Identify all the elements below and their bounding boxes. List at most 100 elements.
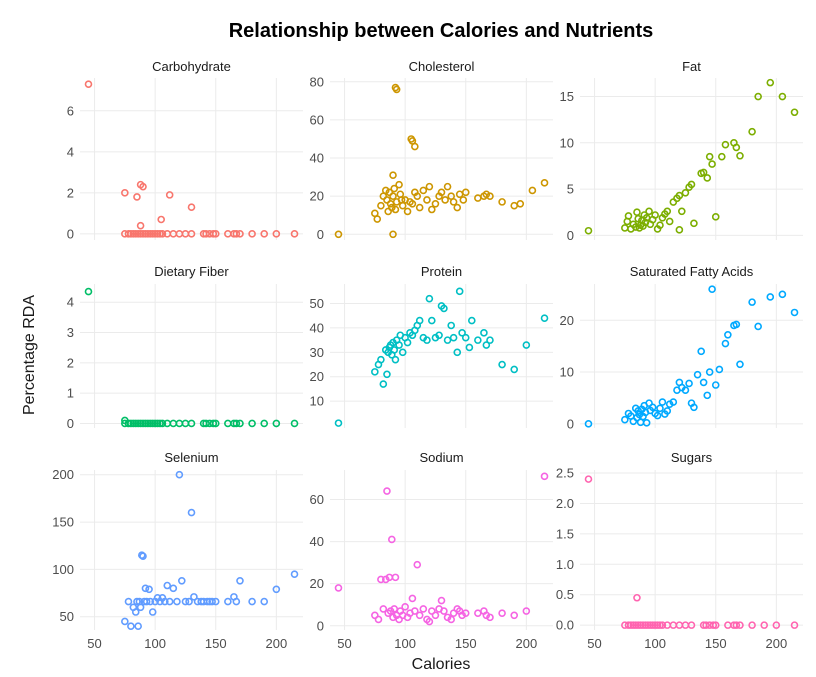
y-tick-label: 3 bbox=[67, 325, 74, 340]
data-point bbox=[629, 621, 638, 629]
data-point bbox=[187, 203, 196, 211]
data-point bbox=[703, 391, 712, 400]
data-point bbox=[453, 203, 462, 212]
data-point bbox=[459, 196, 468, 204]
data-point bbox=[248, 230, 256, 238]
y-tick-label: 15 bbox=[560, 89, 574, 104]
data-point bbox=[634, 407, 642, 415]
data-point bbox=[144, 230, 152, 238]
y-tick-label: 0.0 bbox=[556, 618, 574, 633]
data-point bbox=[455, 287, 464, 296]
data-point bbox=[153, 230, 162, 238]
data-point bbox=[415, 203, 424, 212]
data-point bbox=[437, 188, 446, 197]
data-point bbox=[748, 127, 756, 136]
x-tick-label: 50 bbox=[587, 636, 601, 651]
data-point bbox=[156, 230, 164, 238]
data-point bbox=[461, 609, 470, 617]
data-point bbox=[633, 208, 641, 217]
data-point bbox=[161, 597, 169, 606]
data-point bbox=[711, 381, 720, 389]
data-point bbox=[678, 207, 686, 216]
data-point bbox=[642, 419, 651, 427]
data-point bbox=[209, 230, 218, 238]
data-point bbox=[498, 609, 506, 617]
y-tick-label: 150 bbox=[52, 515, 74, 530]
data-point bbox=[656, 404, 664, 413]
data-point bbox=[423, 196, 431, 204]
data-point bbox=[510, 201, 519, 210]
y-tick-label: 2 bbox=[67, 355, 74, 370]
data-point bbox=[461, 188, 470, 197]
data-point bbox=[675, 226, 684, 234]
data-point bbox=[379, 605, 388, 613]
data-point bbox=[151, 419, 159, 428]
y-tick-label: 60 bbox=[310, 492, 324, 507]
data-point bbox=[153, 419, 162, 428]
data-point bbox=[124, 230, 133, 238]
x-tick-label: 150 bbox=[705, 636, 727, 651]
data-point bbox=[754, 92, 762, 101]
panel-title: Selenium bbox=[164, 450, 218, 465]
data-point bbox=[732, 621, 741, 629]
data-point bbox=[173, 597, 181, 606]
data-point bbox=[663, 407, 672, 415]
data-point bbox=[711, 621, 720, 629]
chart-title: Relationship between Calories and Nutrie… bbox=[229, 20, 654, 42]
data-point bbox=[413, 192, 422, 200]
x-tick-label: 100 bbox=[394, 636, 416, 651]
data-point bbox=[124, 419, 133, 428]
data-point bbox=[627, 621, 635, 629]
data-point bbox=[790, 108, 799, 117]
data-point bbox=[232, 597, 241, 606]
y-tick-label: 2 bbox=[67, 185, 74, 200]
data-point bbox=[415, 316, 424, 325]
y-tick-label: 10 bbox=[560, 135, 574, 150]
data-point bbox=[272, 419, 281, 428]
data-point bbox=[705, 368, 714, 376]
data-point bbox=[134, 419, 142, 428]
y-tick-label: 200 bbox=[52, 467, 74, 482]
data-point bbox=[187, 508, 196, 517]
panel-title: Dietary Fiber bbox=[154, 264, 229, 279]
data-point bbox=[428, 316, 436, 325]
data-point bbox=[148, 419, 157, 428]
y-tick-label: 0.5 bbox=[556, 587, 574, 602]
data-point bbox=[658, 621, 667, 629]
y-tick-label: 40 bbox=[310, 151, 324, 166]
data-point bbox=[139, 419, 147, 428]
panel-title: Protein bbox=[421, 264, 462, 279]
y-tick-label: 50 bbox=[60, 609, 74, 624]
x-tick-label: 200 bbox=[765, 636, 787, 651]
data-point bbox=[411, 607, 419, 615]
data-point bbox=[158, 419, 167, 428]
data-point bbox=[458, 329, 466, 337]
data-point bbox=[634, 214, 642, 223]
data-point bbox=[185, 597, 193, 606]
x-tick-label: 150 bbox=[205, 636, 227, 651]
data-point bbox=[232, 419, 241, 428]
data-point bbox=[157, 215, 166, 224]
data-point bbox=[260, 419, 269, 428]
data-point bbox=[699, 168, 708, 177]
data-point bbox=[699, 378, 708, 387]
panel-protein: Protein 10 20 30 40 50 bbox=[310, 264, 553, 428]
data-point bbox=[134, 622, 142, 631]
panel-title: Sodium bbox=[419, 450, 463, 465]
data-point bbox=[633, 593, 641, 602]
panel-saturated-fatty-acids: Saturated Fatty Acids 0 10 20 bbox=[560, 264, 803, 431]
data-point bbox=[377, 575, 385, 584]
data-point bbox=[133, 597, 141, 606]
data-point bbox=[522, 607, 531, 615]
data-point bbox=[648, 621, 657, 629]
data-point bbox=[374, 615, 383, 624]
y-tick-label: 20 bbox=[310, 369, 324, 384]
data-point bbox=[141, 419, 150, 428]
data-point bbox=[437, 596, 446, 605]
y-tick-label: 5 bbox=[567, 182, 574, 197]
data-point bbox=[127, 622, 135, 631]
data-point bbox=[732, 320, 741, 329]
data-point bbox=[181, 597, 190, 606]
data-point bbox=[708, 285, 716, 293]
